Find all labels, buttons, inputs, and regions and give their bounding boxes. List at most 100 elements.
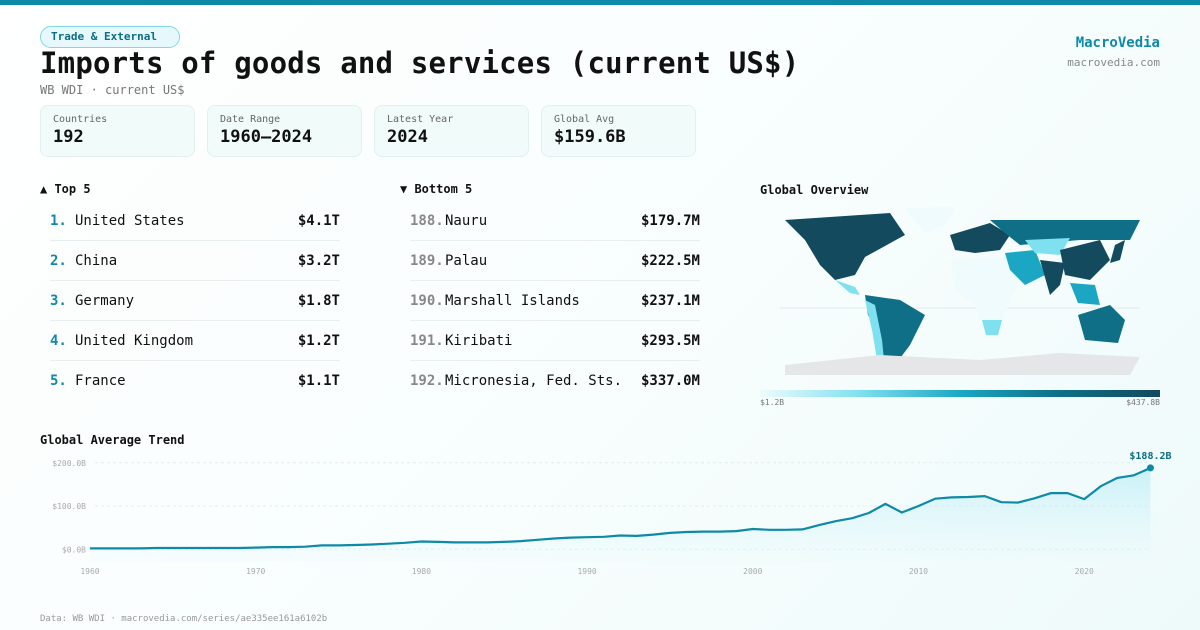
y-tick-label: $100.0B (52, 502, 86, 511)
bottom5-list: 188. Nauru $179.7M 189. Palau $222.5M 190. Mars… (410, 201, 700, 401)
page-title: Imports of goods and services (current U… (40, 46, 800, 80)
page-subtitle: WB WDI · current US$ (40, 83, 185, 97)
top-accent-bar (0, 0, 1200, 5)
ranking-row[interactable]: 4. United Kingdom $1.2T (50, 321, 340, 361)
country-name: Germany (75, 292, 135, 309)
country-value: $4.1T (297, 212, 340, 229)
rank-number: 3. (50, 292, 67, 309)
region-greenland[interactable] (905, 207, 955, 233)
x-tick-label: 1960 (80, 567, 99, 576)
country-name: Micronesia, Fed. Sts. (445, 373, 623, 389)
region-north-america[interactable] (785, 213, 905, 280)
x-tick-label: 2020 (1075, 567, 1094, 576)
country-value: $3.2T (297, 252, 340, 269)
country-name: United States (75, 212, 185, 229)
top5-heading: ▲ Top 5 (40, 182, 91, 196)
ranking-row[interactable]: 1. United States $4.1T (50, 201, 340, 241)
trend-heading: Global Average Trend (40, 433, 185, 447)
y-tick-label: $200.0B (52, 459, 86, 468)
rank-number: 1. (50, 212, 67, 229)
stat-value: 1960–2024 (220, 127, 313, 147)
country-name: United Kingdom (75, 332, 194, 349)
region-central-asia[interactable] (1025, 238, 1070, 255)
stat-card-date-range: Date Range 1960–2024 (207, 105, 362, 157)
category-badge[interactable]: Trade & External (40, 26, 180, 48)
rank-number: 4. (50, 332, 67, 349)
country-name: Nauru (445, 212, 488, 229)
country-name: Marshall Islands (445, 292, 580, 309)
ranking-row[interactable]: 192. Micronesia, Fed. Sts. $337.0M (410, 361, 700, 401)
ranking-row[interactable]: 189. Palau $222.5M (410, 241, 700, 281)
region-south-america[interactable] (865, 295, 925, 365)
rank-number: 191. (410, 332, 444, 349)
ranking-row[interactable]: 2. China $3.2T (50, 241, 340, 281)
country-value: $293.5M (640, 332, 700, 349)
region-central-america[interactable] (835, 280, 860, 295)
stat-value: $159.6B (554, 127, 626, 147)
scale-max-label: $437.8B (1126, 398, 1160, 407)
rank-number: 5. (50, 373, 67, 389)
region-middle-east[interactable] (1005, 250, 1045, 285)
country-value: $337.0M (640, 373, 700, 389)
region-china[interactable] (1060, 240, 1110, 280)
country-name: Kiribati (445, 332, 513, 349)
color-scale-bar (760, 390, 1160, 397)
stat-value: 2024 (387, 127, 428, 147)
stat-card-global-avg: Global Avg $159.6B (541, 105, 696, 157)
region-antarctica[interactable] (785, 353, 1140, 375)
country-value: $179.7M (640, 212, 700, 229)
region-japan[interactable] (1110, 240, 1125, 263)
x-tick-label: 2000 (743, 567, 762, 576)
brand-name[interactable]: MacroVedia (1075, 35, 1160, 51)
rank-number: 188. (410, 212, 444, 229)
top5-list: 1. United States $4.1T 2. China $3.2T 3. German… (50, 201, 340, 401)
region-australia[interactable] (1078, 305, 1125, 343)
stat-label: Countries (53, 114, 108, 125)
stat-label: Global Avg (554, 114, 615, 125)
country-name: China (75, 252, 118, 269)
country-value: $1.1T (297, 373, 340, 389)
last-value-marker (1146, 464, 1154, 472)
region-russia[interactable] (990, 220, 1140, 245)
region-india[interactable] (1040, 260, 1065, 295)
region-south-africa[interactable] (982, 320, 1002, 335)
bottom5-heading: ▼ Bottom 5 (400, 182, 473, 196)
y-tick-label: $0.0B (62, 545, 86, 554)
rank-number: 189. (410, 252, 444, 269)
x-tick-label: 2010 (909, 567, 928, 576)
ranking-row[interactable]: 190. Marshall Islands $237.1M (410, 281, 700, 321)
trend-area (90, 467, 1151, 562)
ranking-row[interactable]: 188. Nauru $179.7M (410, 201, 700, 241)
country-value: $1.2T (297, 332, 340, 349)
footer-source: Data: WB WDI · macrovedia.com/series/ae3… (40, 614, 328, 624)
world-map[interactable] (760, 205, 1160, 380)
stat-card-countries: Countries 192 (40, 105, 195, 157)
stat-label: Latest Year (387, 114, 454, 125)
country-name: Palau (445, 252, 488, 269)
stat-label: Date Range (220, 114, 281, 125)
region-europe[interactable] (950, 223, 1010, 253)
region-south-america-west[interactable] (865, 300, 885, 370)
stat-value: 192 (53, 127, 84, 147)
map-heading: Global Overview (760, 183, 869, 197)
country-value: $1.8T (297, 292, 340, 309)
rank-number: 190. (410, 292, 444, 309)
trend-line (90, 466, 1151, 550)
last-value-label: $188.2B (1129, 451, 1171, 462)
x-tick-label: 1990 (577, 567, 596, 576)
brand-url[interactable]: macrovedia.com (1067, 56, 1160, 69)
region-africa[interactable] (950, 257, 1020, 333)
trend-chart: $0.0B $100.0B $200.0B 1960 1970 1980 1990 2000 2… (52, 451, 1171, 576)
ranking-row[interactable]: 191. Kiribati $293.5M (410, 321, 700, 361)
ranking-row[interactable]: 3. Germany $1.8T (50, 281, 340, 321)
x-tick-label: 1980 (412, 567, 431, 576)
scale-min-label: $1.2B (760, 398, 785, 407)
country-name: France (75, 373, 126, 389)
rank-number: 2. (50, 252, 67, 269)
country-value: $237.1M (640, 292, 700, 309)
country-value: $222.5M (640, 252, 700, 269)
rank-number: 192. (410, 373, 444, 389)
region-southeast-asia[interactable] (1070, 283, 1100, 305)
stat-card-latest-year: Latest Year 2024 (374, 105, 529, 157)
ranking-row[interactable]: 5. France $1.1T (50, 361, 340, 401)
